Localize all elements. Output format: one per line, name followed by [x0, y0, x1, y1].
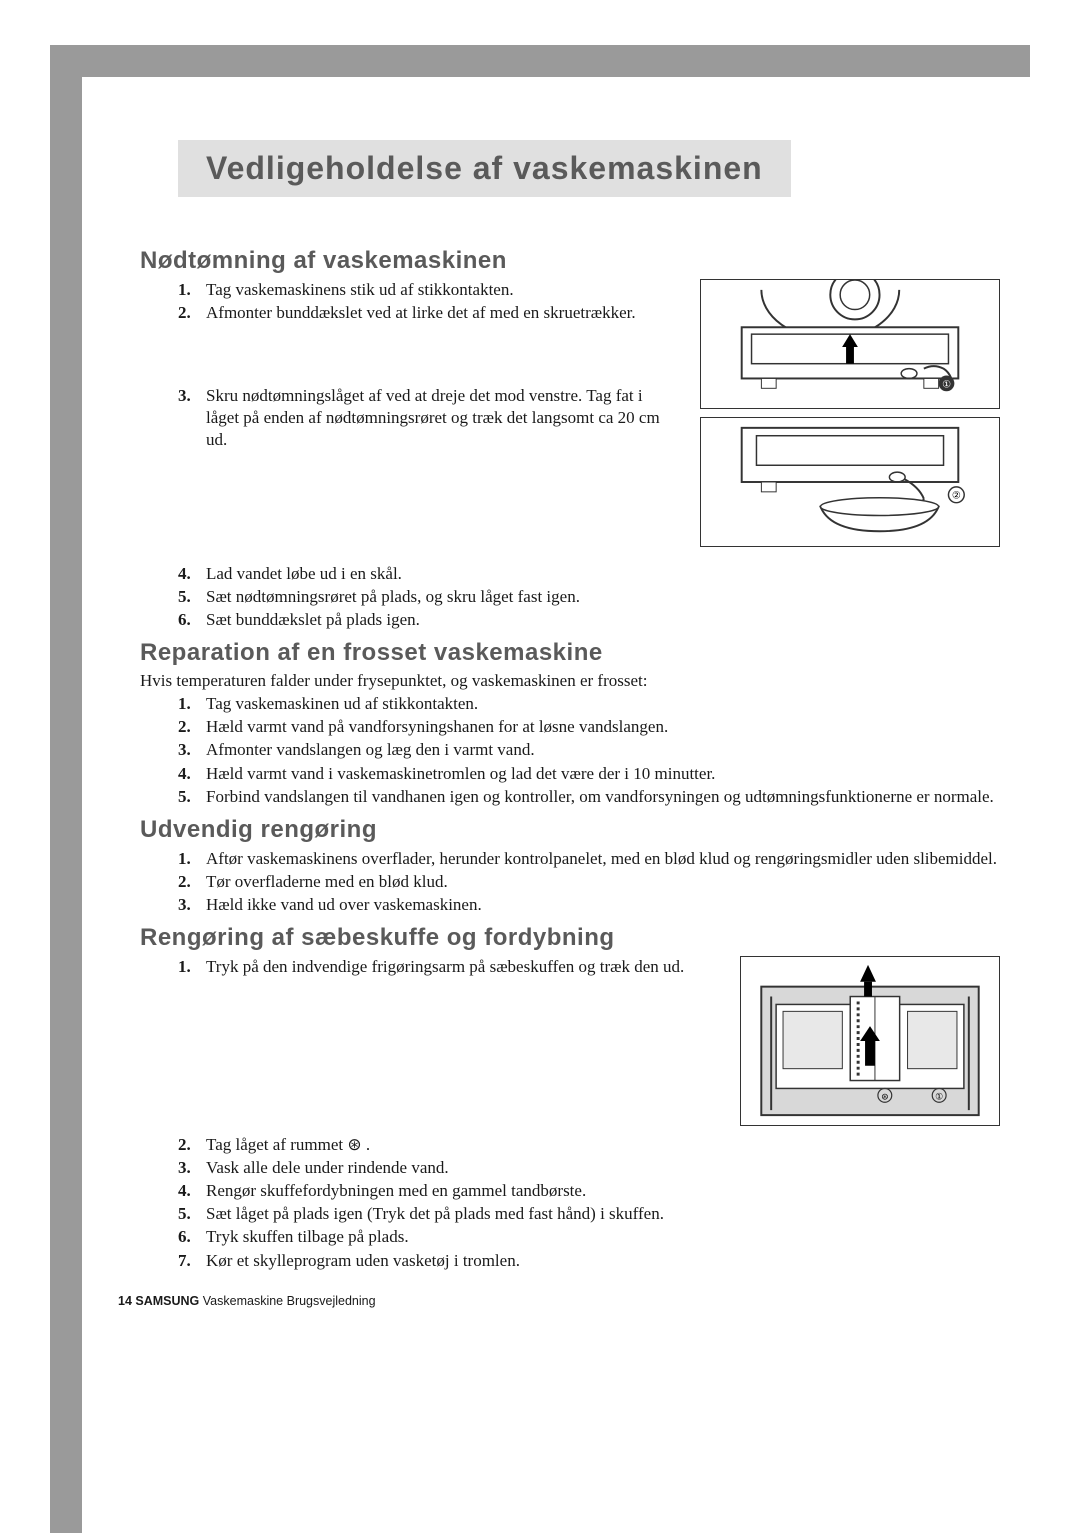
figure-washer-panel-remove: ①: [700, 279, 1000, 409]
border-left: [50, 45, 82, 1533]
content-area: Vedligeholdelse af vaskemaskinen Nødtømn…: [140, 140, 1000, 1280]
ordered-list: 2.Tag låget af rummet ⊛ . 3.Vask alle de…: [140, 1134, 1000, 1272]
section-drawer-cleaning: Rengøring af sæbeskuffe og fordybning 1.…: [140, 924, 1000, 1272]
figure-stack: ⊛ ①: [740, 956, 1000, 1134]
list-item: 6.Tryk skuffen tilbage på plads.: [178, 1226, 1000, 1248]
section-emergency-drain: Nødtømning af vaskemaskinen 1.Tag vaskem…: [140, 247, 1000, 631]
section-exterior-cleaning: Udvendig rengøring 1.Aftør vaskemaskinen…: [140, 816, 1000, 916]
svg-text:②: ②: [952, 491, 961, 502]
ordered-list: 1.Aftør vaskemaskinens overflader, herun…: [140, 848, 1000, 916]
list-item: 5.Forbind vandslangen til vandhanen igen…: [178, 786, 1000, 808]
ordered-list: 3.Skru nødtømningslåget af ved at dreje …: [140, 385, 670, 451]
ordered-list: 1.Tag vaskemaskinen ud af stikkontakten.…: [140, 693, 1000, 807]
page-footer: 14 SAMSUNG Vaskemaskine Brugsvejledning: [118, 1294, 376, 1308]
list-item: 3.Skru nødtømningslåget af ved at dreje …: [178, 385, 670, 451]
figure-stack: ① ②: [700, 279, 1000, 555]
section-heading: Udvendig rengøring: [140, 816, 1000, 844]
section-intro: Hvis temperaturen falder under frysepunk…: [140, 671, 1000, 691]
list-item: 5.Sæt nødtømningsrøret på plads, og skru…: [178, 586, 1000, 608]
svg-text:①: ①: [935, 1091, 943, 1101]
list-item: 2.Tør overfladerne med en blød klud.: [178, 871, 1000, 893]
page-number: 14: [118, 1294, 132, 1308]
list-item: 1.Tag vaskemaskinen ud af stikkontakten.: [178, 693, 1000, 715]
footer-brand: SAMSUNG: [135, 1294, 199, 1308]
figure-washer-drain-bowl: ②: [700, 417, 1000, 547]
list-item: 3.Vask alle dele under rindende vand.: [178, 1157, 1000, 1179]
section-frozen-repair: Reparation af en frosset vaskemaskine Hv…: [140, 639, 1000, 807]
list-item: 1.Aftør vaskemaskinens overflader, herun…: [178, 848, 1000, 870]
list-item: 1.Tryk på den indvendige frigøringsarm p…: [178, 956, 710, 978]
list-item: 2.Hæld varmt vand på vandforsyningshanen…: [178, 716, 1000, 738]
list-item: 4.Lad vandet løbe ud i en skål.: [178, 563, 1000, 585]
list-item: 5.Sæt låget på plads igen (Tryk det på p…: [178, 1203, 1000, 1225]
page-frame: Vedligeholdelse af vaskemaskinen Nødtømn…: [50, 45, 1030, 1533]
border-top: [50, 45, 1030, 77]
list-item: 3.Hæld ikke vand ud over vaskemaskinen.: [178, 894, 1000, 916]
svg-text:⊛: ⊛: [881, 1091, 888, 1101]
list-item: 7.Kør et skylleprogram uden vasketøj i t…: [178, 1250, 1000, 1272]
list-item: 6.Sæt bunddækslet på plads igen.: [178, 609, 1000, 631]
page-title: Vedligeholdelse af vaskemaskinen: [206, 150, 763, 187]
page-title-box: Vedligeholdelse af vaskemaskinen: [178, 140, 791, 197]
list-item: 2.Tag låget af rummet ⊛ .: [178, 1134, 1000, 1156]
section-heading: Nødtømning af vaskemaskinen: [140, 247, 1000, 275]
section-heading: Rengøring af sæbeskuffe og fordybning: [140, 924, 1000, 952]
list-item: 4.Hæld varmt vand i vaskemaskinetromlen …: [178, 763, 1000, 785]
ordered-list: 4.Lad vandet løbe ud i en skål. 5.Sæt nø…: [140, 563, 1000, 631]
svg-text:①: ①: [942, 379, 951, 390]
section-heading: Reparation af en frosset vaskemaskine: [140, 639, 1000, 667]
list-item: 1.Tag vaskemaskinens stik ud af stikkont…: [178, 279, 670, 301]
list-item: 4.Rengør skuffefordybningen med en gamme…: [178, 1180, 1000, 1202]
figure-drawer-remove: ⊛ ①: [740, 956, 1000, 1126]
ordered-list: 1.Tag vaskemaskinens stik ud af stikkont…: [140, 279, 670, 324]
list-item: 3.Afmonter vandslangen og læg den i varm…: [178, 739, 1000, 761]
list-item: 2.Afmonter bunddækslet ved at lirke det …: [178, 302, 670, 324]
ordered-list: 1.Tryk på den indvendige frigøringsarm p…: [140, 956, 710, 978]
footer-tail: Vaskemaskine Brugsvejledning: [199, 1294, 375, 1308]
